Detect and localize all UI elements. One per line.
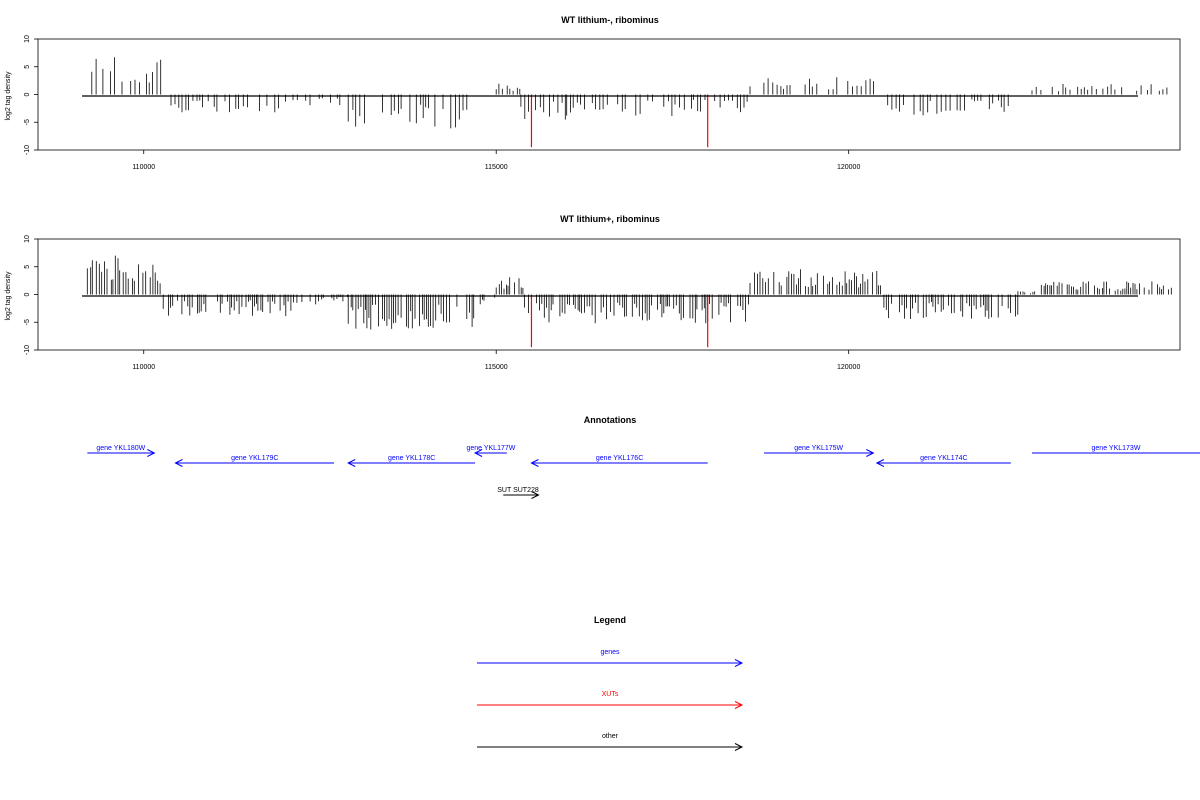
- density-bars: [91, 57, 1168, 129]
- legend-item: other: [477, 733, 744, 751]
- feature: gene YKL176C: [530, 455, 708, 467]
- feature-arrowhead: [875, 459, 885, 467]
- legend-item: XUTs: [477, 691, 744, 709]
- feature: gene YKL175W: [764, 445, 875, 457]
- y-tick-label: -10: [24, 145, 31, 155]
- legend-title: Legend: [594, 615, 626, 625]
- xut-markers: [530, 94, 709, 148]
- feature: gene YKL173W: [1031, 445, 1200, 454]
- panel-title: WT lithium+, ribominus: [560, 214, 660, 224]
- y-axis: -10 -5 0 5 10: [24, 235, 38, 355]
- legend-items: genes XUTs other: [477, 649, 744, 751]
- feature: gene YKL179C: [174, 455, 335, 467]
- feature-label: gene YKL179C: [231, 455, 278, 462]
- density-bar-series: [86, 255, 1172, 330]
- feature: gene YKL178C: [347, 455, 476, 467]
- legend-item-label: genes: [600, 649, 620, 656]
- x-tick-label: 120000: [837, 364, 860, 371]
- legend-item-arrowhead: [734, 659, 744, 667]
- feature-arrowhead: [147, 449, 156, 457]
- legend-item-arrowhead: [734, 743, 744, 751]
- feature: gene YKL174C: [875, 455, 1011, 467]
- plot-frame: [37, 238, 1181, 351]
- y-tick-label: 10: [24, 35, 31, 43]
- x-tick-label: 120000: [837, 164, 860, 171]
- feature-label: gene YKL177W: [466, 445, 515, 452]
- x-axis: 110000 115000 120000: [132, 350, 860, 371]
- feature: gene YKL180W: [87, 445, 156, 457]
- feature: gene YKL177W: [466, 445, 516, 457]
- legend-item-label: XUTs: [602, 691, 619, 698]
- x-axis: 110000 115000 120000: [132, 150, 860, 171]
- legend-item: genes: [477, 649, 744, 667]
- x-tick-label: 115000: [485, 164, 508, 171]
- feature-list: gene YKL180W gene YKL179C gene YKL178C gene…: [87, 445, 1200, 499]
- y-tick-label: 0: [24, 92, 31, 96]
- y-axis: -10 -5 0 5 10: [24, 35, 38, 155]
- y-tick-label: 0: [24, 292, 31, 296]
- feature-arrowhead: [530, 459, 539, 467]
- legend-item-label: other: [602, 733, 619, 740]
- feature: SUT SUT228: [497, 487, 540, 499]
- x-tick-label: 110000: [132, 364, 155, 371]
- y-tick-label: -10: [24, 345, 31, 355]
- y-tick-label: 10: [24, 235, 31, 243]
- legend: Legend genes XUTs other: [477, 615, 744, 751]
- y-tick-label: -5: [24, 119, 31, 125]
- feature-label: gene YKL176C: [596, 455, 643, 462]
- y-tick-label: 5: [24, 65, 31, 69]
- density-panel-lithium-minus: WT lithium-, ribominus log2 tag density …: [5, 15, 1181, 171]
- density-bars: [86, 255, 1172, 330]
- y-axis-label: log2 tag density: [5, 271, 12, 321]
- panel-title: WT lithium-, ribominus: [561, 15, 659, 25]
- density-panel-lithium-plus: WT lithium+, ribominus log2 tag density …: [5, 214, 1181, 371]
- feature-arrowhead: [866, 449, 875, 457]
- x-tick-label: 110000: [132, 164, 155, 171]
- feature-label: SUT SUT228: [497, 487, 539, 494]
- y-tick-label: -5: [24, 319, 31, 325]
- plot-frame: [37, 38, 1181, 151]
- feature-label: gene YKL174C: [920, 455, 967, 462]
- feature-arrowhead: [174, 459, 183, 467]
- feature-arrowhead: [531, 491, 540, 499]
- feature-label: gene YKL178C: [388, 455, 435, 462]
- x-tick-label: 115000: [485, 364, 508, 371]
- feature-arrowhead: [347, 459, 356, 467]
- y-axis-label: log2 tag density: [5, 71, 12, 121]
- y-tick-label: 5: [24, 265, 31, 269]
- xut-markers: [530, 294, 709, 348]
- density-bar-series: [91, 57, 1168, 129]
- feature-arrowhead: [473, 449, 483, 457]
- legend-item-arrowhead: [734, 701, 744, 709]
- feature-label: gene YKL180W: [96, 445, 145, 452]
- feature-label: gene YKL173W: [1092, 445, 1141, 452]
- feature-label: gene YKL175W: [794, 445, 843, 452]
- annotations-title: Annotations: [584, 415, 637, 425]
